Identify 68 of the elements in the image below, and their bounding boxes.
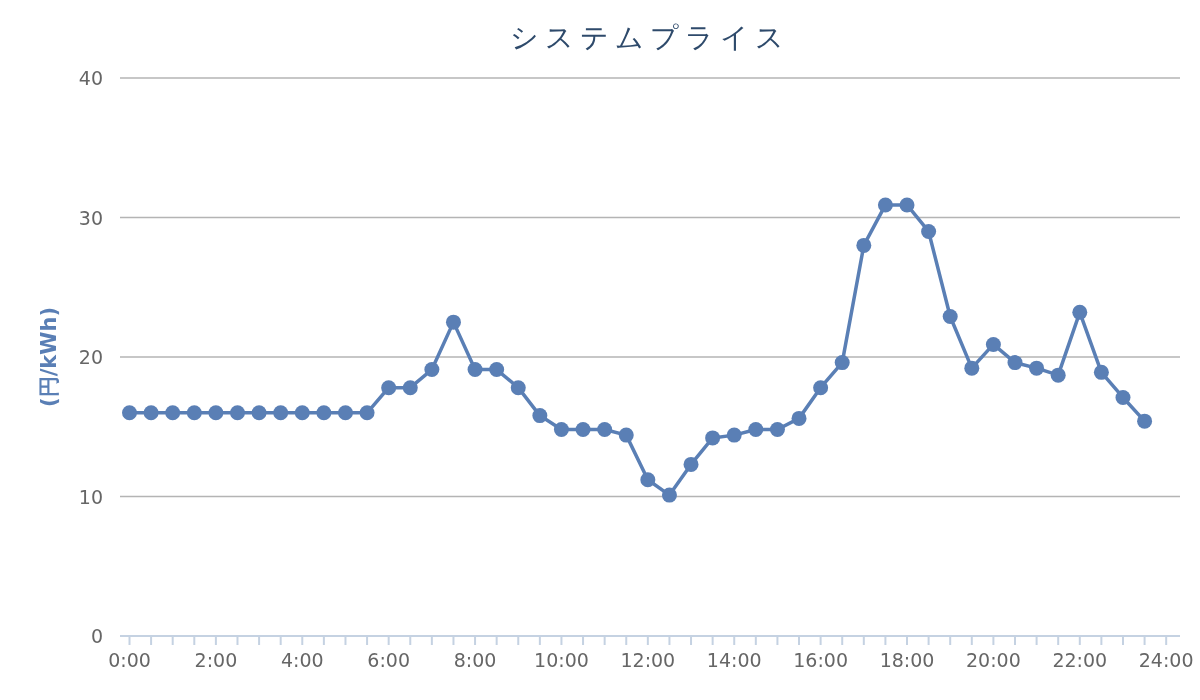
point [467, 362, 483, 378]
point [726, 427, 742, 443]
x-tick-label: 10:00 [534, 649, 589, 671]
point [122, 405, 137, 421]
point [1093, 364, 1109, 380]
x-tick-label: 16:00 [793, 649, 848, 671]
x-tick-label: 0:00 [108, 649, 151, 671]
point [575, 422, 591, 438]
point [921, 223, 937, 239]
point [510, 380, 526, 396]
point [1007, 355, 1023, 371]
point [381, 380, 397, 396]
point [661, 487, 677, 503]
y-tick-label: 30 [78, 206, 103, 229]
point [942, 309, 958, 325]
point [273, 405, 289, 421]
point [337, 405, 353, 421]
point [186, 405, 202, 421]
point [208, 405, 224, 421]
point [165, 405, 181, 421]
point [964, 360, 980, 376]
point [316, 405, 332, 421]
point [402, 380, 418, 396]
point [1050, 367, 1066, 383]
point [532, 408, 548, 424]
point [294, 405, 310, 421]
x-tick-label: 22:00 [1052, 649, 1108, 671]
x-tick-label: 24:00 [1138, 649, 1194, 671]
point [445, 314, 461, 330]
point [597, 422, 613, 438]
point [1137, 413, 1153, 429]
point [899, 197, 915, 213]
chart-title: システムプライス [510, 21, 790, 54]
point [683, 456, 699, 472]
point [640, 472, 656, 488]
point [877, 197, 893, 213]
point [1115, 389, 1131, 405]
x-tick-label: 6:00 [367, 649, 411, 671]
point [769, 422, 785, 438]
point [618, 427, 634, 443]
point [489, 362, 505, 378]
y-tick-label: 40 [78, 67, 103, 89]
y-tick-label: 20 [78, 346, 103, 368]
x-tick-label: 18:00 [879, 649, 935, 671]
x-tick-label: 2:00 [194, 649, 238, 671]
y-tick-label: 0 [90, 625, 103, 647]
x-tick-label: 8:00 [453, 649, 497, 671]
x-tick-label: 12:00 [620, 649, 676, 671]
point [359, 405, 375, 421]
y-axis-title: (円/kWh) [37, 307, 61, 407]
point [748, 422, 764, 438]
point [834, 355, 850, 371]
point [424, 362, 440, 378]
point [791, 410, 807, 426]
point [813, 380, 829, 396]
x-tick-label: 20:00 [966, 649, 1021, 671]
point [985, 336, 1001, 352]
x-tick-label: 14:00 [706, 649, 762, 671]
point [1072, 304, 1088, 320]
y-tick-label: 10 [78, 485, 103, 508]
point [143, 405, 159, 421]
point [553, 422, 569, 438]
x-tick-label: 4:00 [280, 649, 324, 671]
point [251, 405, 267, 421]
point [1029, 360, 1045, 376]
point [705, 430, 721, 446]
point [856, 237, 872, 253]
point [229, 405, 245, 421]
